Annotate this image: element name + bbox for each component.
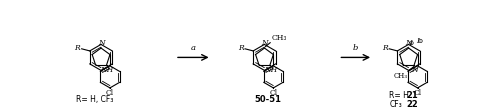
- Text: I: I: [416, 37, 420, 45]
- Text: N: N: [411, 66, 418, 74]
- Text: 21: 21: [406, 91, 418, 100]
- Text: NH: NH: [100, 66, 114, 74]
- Text: CF₃: CF₃: [389, 100, 402, 109]
- Text: R: R: [74, 44, 80, 52]
- Text: N: N: [98, 39, 105, 47]
- Text: CH₃: CH₃: [272, 34, 287, 42]
- Text: Cl: Cl: [270, 89, 278, 97]
- Text: a: a: [191, 44, 196, 52]
- Text: N: N: [262, 39, 268, 47]
- Text: R: R: [382, 44, 388, 52]
- Text: NH: NH: [264, 66, 277, 74]
- Text: N: N: [406, 39, 412, 47]
- Text: ⊕: ⊕: [408, 41, 414, 46]
- Text: 50-51: 50-51: [255, 95, 282, 104]
- Text: R= H, CF₃: R= H, CF₃: [76, 95, 113, 104]
- Text: 22: 22: [406, 100, 418, 109]
- Text: CH₃: CH₃: [393, 72, 407, 80]
- Text: b: b: [353, 44, 358, 52]
- Text: ⊖: ⊖: [418, 39, 423, 44]
- Text: R: R: [238, 44, 244, 52]
- Text: R= H: R= H: [389, 91, 409, 100]
- Text: Cl: Cl: [414, 89, 422, 97]
- Text: Cl: Cl: [106, 89, 114, 97]
